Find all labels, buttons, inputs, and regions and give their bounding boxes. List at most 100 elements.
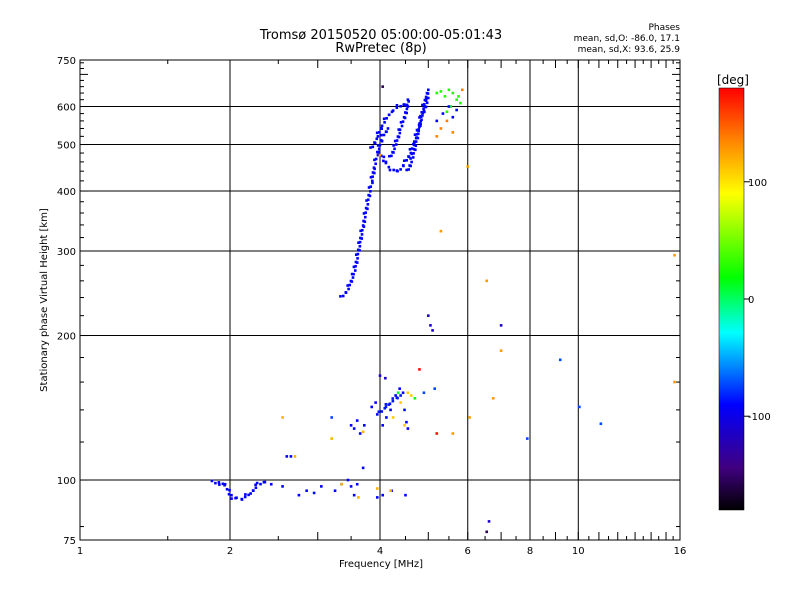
data-point — [410, 147, 414, 150]
data-point — [354, 264, 357, 268]
data-point — [414, 144, 418, 148]
data-point — [423, 98, 427, 102]
data-point — [358, 432, 362, 435]
data-point — [346, 478, 350, 482]
data-point — [347, 287, 350, 291]
data-point — [447, 105, 451, 108]
data-point — [380, 124, 384, 128]
data-point — [255, 481, 259, 485]
data-point — [425, 91, 429, 95]
data-point — [419, 115, 423, 119]
data-point — [358, 240, 362, 244]
data-point — [374, 401, 377, 404]
data-point — [391, 150, 394, 154]
data-point — [485, 279, 489, 283]
data-point — [376, 150, 379, 154]
data-point — [425, 101, 429, 105]
data-point — [227, 492, 231, 496]
data-point — [380, 154, 383, 158]
data-point — [353, 269, 357, 272]
data-point — [426, 88, 430, 92]
data-point — [402, 159, 406, 163]
data-point — [355, 482, 359, 486]
data-point — [361, 224, 365, 227]
data-point — [396, 391, 400, 395]
data-point — [254, 486, 258, 490]
data-point — [401, 164, 405, 167]
data-point — [451, 91, 455, 95]
data-point — [378, 143, 382, 147]
data-point — [404, 493, 407, 497]
data-point — [263, 480, 267, 484]
data-point — [375, 137, 379, 141]
data-point — [382, 117, 386, 121]
data-point — [401, 120, 405, 123]
data-point — [387, 165, 391, 169]
data-point — [406, 427, 410, 430]
data-point — [369, 175, 373, 179]
data-point — [392, 144, 395, 147]
data-point — [426, 314, 430, 317]
data-point — [406, 391, 410, 395]
y-axis-label: Stationary phase Virtual Height [km] — [39, 208, 50, 392]
data-point — [413, 397, 417, 400]
data-point — [254, 483, 257, 487]
data-point — [387, 113, 391, 117]
data-point — [426, 96, 430, 100]
stats-line-o: mean, sd,O: -86.0, 17.1 — [574, 34, 680, 44]
data-point — [443, 95, 447, 98]
data-point — [340, 482, 343, 486]
data-point — [412, 152, 415, 155]
data-point — [355, 261, 359, 264]
data-point — [408, 164, 411, 167]
data-point — [407, 155, 410, 158]
data-point — [419, 119, 423, 123]
data-point — [269, 482, 273, 486]
data-point — [420, 118, 423, 122]
data-point — [378, 130, 381, 134]
data-point — [399, 401, 402, 404]
data-point — [383, 121, 386, 124]
data-point — [409, 157, 412, 160]
data-point — [402, 115, 406, 119]
data-point — [373, 141, 376, 144]
data-point — [244, 493, 247, 496]
data-point — [439, 127, 443, 130]
data-point — [312, 491, 316, 495]
data-point — [459, 101, 462, 105]
data-point — [372, 166, 376, 169]
data-point — [578, 405, 581, 409]
data-point — [218, 483, 221, 486]
data-point — [391, 109, 395, 112]
data-point — [403, 111, 407, 114]
data-point — [412, 142, 415, 146]
data-point — [399, 121, 403, 124]
data-point — [365, 199, 368, 202]
colorbar — [718, 87, 745, 511]
data-point — [386, 127, 390, 130]
data-point — [499, 324, 503, 327]
colorbar-tick-label: -100 — [748, 412, 771, 423]
data-point — [401, 391, 405, 395]
data-point — [415, 132, 419, 136]
data-point — [417, 123, 421, 127]
data-point — [358, 244, 362, 248]
data-point — [424, 95, 428, 99]
data-point — [435, 135, 439, 138]
data-point — [376, 135, 380, 138]
data-point — [384, 402, 388, 406]
data-point — [373, 171, 376, 175]
data-point — [406, 98, 410, 101]
data-point — [413, 140, 416, 144]
data-point — [377, 150, 381, 154]
data-point — [383, 407, 387, 410]
data-point — [455, 98, 458, 101]
data-point — [447, 88, 451, 92]
data-point — [230, 493, 233, 497]
data-point — [384, 376, 387, 380]
data-point — [403, 424, 406, 427]
data-point — [356, 248, 360, 252]
data-point — [396, 169, 399, 173]
data-point — [414, 140, 418, 143]
data-point — [352, 427, 356, 430]
